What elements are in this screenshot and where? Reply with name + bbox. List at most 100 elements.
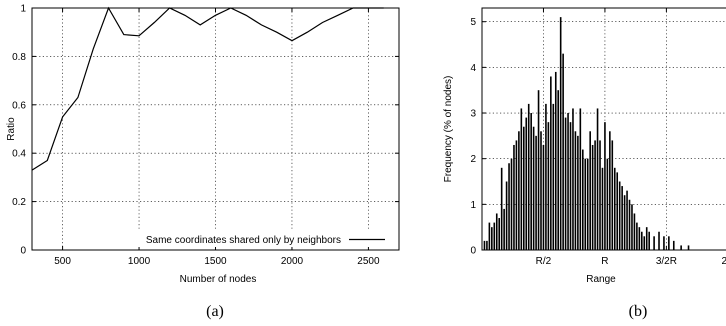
chart-b-bar xyxy=(641,231,643,250)
chart-b-bar xyxy=(508,163,510,250)
chart-b-bar xyxy=(550,76,552,251)
chart-b-bar xyxy=(579,108,582,250)
chart-b-ytick-label: 4 xyxy=(470,63,476,74)
chart-a-series-line xyxy=(31,6,384,171)
chart-b-bar xyxy=(589,131,591,250)
chart-b-xtick-label: R xyxy=(601,256,608,267)
chart-b-bar xyxy=(663,236,665,250)
chart-b: R/2 R 3/2R 2R 0 1 2 3 4 5 Range Frequency (% of n… xyxy=(443,7,726,320)
chart-b-xtick-label: R/2 xyxy=(536,256,552,267)
chart-b-bar xyxy=(554,71,557,250)
chart-b-bar xyxy=(545,103,547,250)
chart-a-ytick-label: 0.6 xyxy=(12,100,26,111)
chart-a-legend-label: Same coordinates shared only by neighbor… xyxy=(146,235,341,246)
chart-b-bar xyxy=(623,195,626,250)
chart-b-bar xyxy=(518,131,520,250)
chart-b-bar xyxy=(488,222,491,250)
chart-a-ytick-label: 1 xyxy=(20,4,26,15)
chart-b-bar xyxy=(653,236,655,250)
chart-b-bar xyxy=(611,140,614,250)
chart-b-bar xyxy=(513,144,515,250)
chart-b-bar xyxy=(609,131,611,250)
chart-b-bar xyxy=(621,186,623,250)
chart-b-bar xyxy=(527,103,530,250)
chart-b-bar xyxy=(510,158,513,250)
chart-b-bar xyxy=(540,131,542,250)
chart-a-ytick-label: 0.2 xyxy=(12,197,26,208)
chart-b-bar xyxy=(594,140,596,250)
chart-b-bar xyxy=(648,231,650,250)
chart-b-bar xyxy=(547,122,550,250)
chart-b-bar xyxy=(633,213,636,250)
chart-b-bar xyxy=(486,240,488,250)
chart-b-ticks: R/2 R 3/2R 2R 0 1 2 3 4 5 xyxy=(470,8,726,267)
chart-b-bar xyxy=(613,167,616,250)
chart-b-bar xyxy=(638,227,641,250)
chart-b-bar xyxy=(498,218,501,250)
chart-b-bars xyxy=(483,17,690,251)
chart-b-bar xyxy=(537,90,540,250)
chart-b-bar xyxy=(645,227,648,250)
chart-b-bar xyxy=(493,222,496,250)
chart-b-bar xyxy=(559,17,562,250)
chart-b-bar xyxy=(491,227,493,250)
chart-b-bar xyxy=(582,149,584,250)
chart-b-bar xyxy=(672,240,675,250)
chart-b-bar xyxy=(572,108,574,250)
chart-b-caption: (b) xyxy=(629,303,648,320)
chart-b-xtick-label: 2R xyxy=(721,256,726,267)
chart-b-bar xyxy=(599,140,601,250)
chart-b-bar xyxy=(483,240,486,250)
chart-b-bar xyxy=(601,167,604,250)
chart-a-xtick-label: 2500 xyxy=(357,256,380,267)
chart-b-bar xyxy=(584,158,587,250)
chart-b-ytick-label: 1 xyxy=(470,200,476,211)
chart-b-bar xyxy=(532,126,535,250)
chart-b-bar xyxy=(530,113,532,251)
chart-a-caption: (a) xyxy=(206,303,224,320)
chart-b-bar xyxy=(515,140,518,250)
chart-b-bar xyxy=(628,199,631,250)
chart-b-bar xyxy=(557,90,560,250)
chart-a-xtick-label: 1500 xyxy=(204,256,227,267)
chart-a-gridlines xyxy=(32,7,399,250)
chart-a-xtick-label: 1000 xyxy=(128,256,151,267)
chart-b-ytick-label: 2 xyxy=(470,154,476,165)
chart-b-bar xyxy=(577,135,579,250)
chart-b-ylabel: Frequency (% of nodes) xyxy=(443,76,454,183)
chart-b-bar xyxy=(668,236,670,250)
chart-b-bar xyxy=(495,213,498,250)
chart-b-bar xyxy=(500,167,503,250)
chart-b-ytick-label: 5 xyxy=(470,17,476,28)
chart-b-bar xyxy=(626,190,628,250)
chart-b-bar xyxy=(680,245,682,250)
chart-b-ytick-label: 0 xyxy=(470,246,476,257)
chart-b-bar xyxy=(574,131,577,250)
chart-b-xlabel: Range xyxy=(586,274,616,285)
chart-b-bar xyxy=(631,204,633,250)
chart-b-bar xyxy=(586,158,589,250)
chart-b-bar xyxy=(542,144,545,250)
chart-b-bar xyxy=(636,222,638,250)
chart-a-ytick-label: 0 xyxy=(20,246,26,257)
chart-b-bar xyxy=(569,122,572,250)
chart-b-bar xyxy=(562,53,564,250)
chart-b-ytick-label: 3 xyxy=(470,109,476,120)
chart-a-xlabel: Number of nodes xyxy=(180,274,257,285)
chart-a-legend: Same coordinates shared only by neighbor… xyxy=(112,231,397,247)
chart-b-bar xyxy=(591,144,594,250)
chart-a-legend-box xyxy=(112,231,397,247)
chart-b-bar xyxy=(687,245,690,250)
chart-b-bar xyxy=(616,172,619,250)
chart-b-bar xyxy=(552,103,555,250)
chart-b-bar xyxy=(596,108,599,250)
chart-b-bar xyxy=(564,117,567,250)
chart-a-ytick-label: 0.4 xyxy=(12,149,26,160)
chart-b-bar xyxy=(503,208,505,250)
chart-a-xtick-label: 2000 xyxy=(281,256,304,267)
chart-b-bar xyxy=(604,122,606,250)
chart-b-bar xyxy=(525,117,528,250)
chart-b-bar xyxy=(658,231,660,250)
chart-b-bar xyxy=(606,158,609,250)
